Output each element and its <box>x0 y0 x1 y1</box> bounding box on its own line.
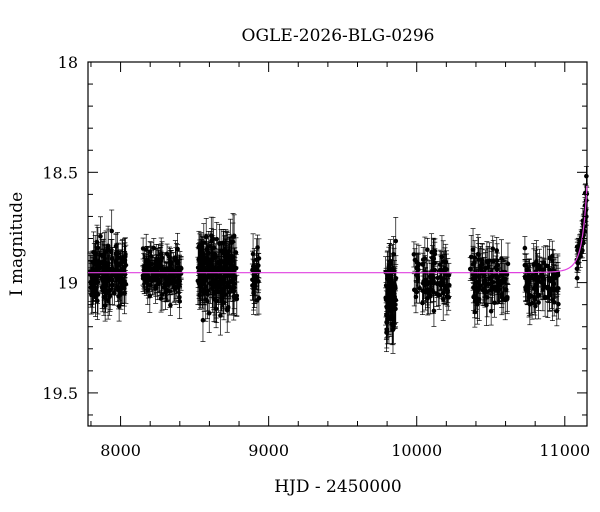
data-point <box>118 278 124 310</box>
data-point <box>387 239 393 290</box>
data-point <box>158 237 164 271</box>
data-point <box>432 251 438 275</box>
y-tick-label: 18.5 <box>42 163 78 182</box>
data-point <box>538 261 544 288</box>
data-point <box>113 233 119 259</box>
data-point <box>583 166 589 187</box>
data-point <box>203 277 209 322</box>
data-point <box>445 258 451 294</box>
data-point <box>256 238 262 279</box>
data-point <box>434 269 440 298</box>
data-point <box>479 243 485 278</box>
data-point <box>426 270 432 295</box>
data-point <box>164 243 170 264</box>
data-point <box>227 218 233 266</box>
y-tick-label: 19 <box>58 274 78 293</box>
data-point <box>209 242 215 289</box>
data-point <box>222 278 228 311</box>
data-point <box>224 252 230 288</box>
x-tick-label: 11000 <box>539 441 590 460</box>
data-point <box>250 258 256 301</box>
data-point <box>88 274 94 315</box>
data-point <box>217 256 223 299</box>
data-point <box>388 283 394 337</box>
data-point <box>232 257 238 301</box>
data-point <box>206 248 212 290</box>
data-point <box>429 258 435 295</box>
data-point <box>393 217 399 265</box>
data-point <box>489 259 495 295</box>
data-point <box>490 235 496 262</box>
data-point <box>420 269 426 313</box>
data-point <box>93 277 99 317</box>
x-tick-label: 8000 <box>100 441 141 460</box>
model-curve <box>88 185 588 274</box>
data-point <box>500 285 506 314</box>
data-point <box>176 259 182 282</box>
data-point <box>204 233 210 265</box>
data-point <box>167 274 173 308</box>
data-point <box>533 271 539 298</box>
data-point <box>493 255 499 279</box>
data-point <box>424 237 430 262</box>
x-tick-label: 9000 <box>248 441 289 460</box>
data-point <box>555 288 561 320</box>
plot-frame <box>87 61 588 427</box>
data-point <box>161 273 167 302</box>
data-point <box>499 261 505 305</box>
data-point <box>197 242 203 288</box>
data-point <box>391 293 397 325</box>
data-point <box>555 262 561 289</box>
data-point <box>227 237 233 283</box>
data-point <box>427 278 433 315</box>
data-point <box>141 253 147 287</box>
axis-ticks: 8000 9000 10000 11000 18 18.5 19 19.5 <box>42 53 590 460</box>
data-point <box>437 254 443 286</box>
data-point <box>475 234 481 275</box>
data-point <box>417 272 423 304</box>
chart-title: OGLE-2026-BLG-0296 <box>242 26 435 46</box>
x-axis-label: HJD - 2450000 <box>274 477 402 497</box>
data-point <box>574 241 580 259</box>
data-point <box>488 297 494 326</box>
data-point <box>178 256 184 280</box>
data-points <box>87 166 590 354</box>
data-point <box>114 250 120 289</box>
data-point <box>108 239 114 265</box>
data-point <box>383 282 389 318</box>
data-point <box>499 239 505 278</box>
data-point <box>529 286 535 320</box>
data-point <box>102 263 108 307</box>
data-point <box>574 268 580 288</box>
data-point <box>165 255 171 284</box>
data-point <box>422 267 428 302</box>
data-point <box>167 294 173 316</box>
data-point <box>482 273 488 308</box>
y-axis-label: I magnitude <box>7 192 27 296</box>
x-tick-label: 10000 <box>391 441 442 460</box>
y-tick-label: 18 <box>58 53 78 72</box>
data-point <box>146 249 152 285</box>
data-point <box>483 284 489 326</box>
y-tick-label: 19.5 <box>42 384 78 403</box>
data-point <box>101 238 107 273</box>
data-point <box>542 277 548 317</box>
data-point <box>201 254 207 293</box>
